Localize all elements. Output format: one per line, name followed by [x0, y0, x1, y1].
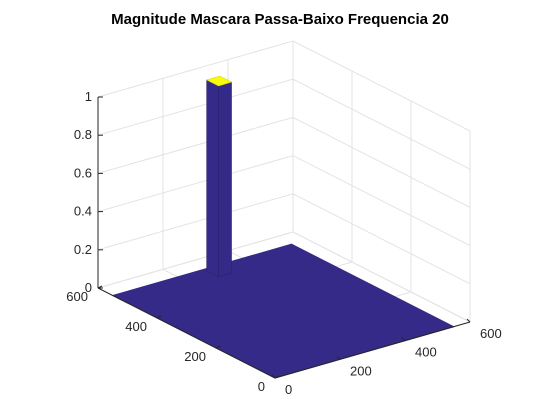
chart-title: Magnitude Mascara Passa-Baixo Frequencia…	[111, 11, 449, 28]
peak-top-face	[205, 75, 233, 87]
z-gridline-4	[97, 78, 471, 170]
y-axis-line	[97, 287, 276, 379]
peak-front-face	[218, 81, 232, 278]
x-axis-line	[274, 321, 471, 379]
y-tick-0	[274, 375, 280, 379]
y-tick-label-0: 0	[258, 379, 265, 394]
x-tick-1	[336, 355, 341, 360]
z-tick-label-5: 1	[85, 89, 92, 104]
z-tick-label-0: 0	[85, 280, 92, 295]
peak-side-face	[206, 79, 219, 278]
y-tick-3	[97, 285, 103, 289]
y-tick-2	[156, 315, 162, 319]
z-gridline-1	[97, 193, 471, 285]
surface-base	[111, 243, 456, 379]
x-tick-label-3: 600	[480, 326, 502, 341]
z-tick-label-2: 0.4	[74, 204, 92, 219]
y-tick-label-3: 600	[66, 289, 88, 304]
y-tick-label-2: 400	[125, 319, 147, 334]
x-tick-label-0: 0	[285, 382, 292, 397]
y-tick-label-1: 200	[184, 349, 206, 364]
z-tick-label-4: 0.8	[74, 127, 92, 142]
z-tick-label-1: 0.2	[74, 242, 92, 257]
x-tick-2	[401, 337, 406, 342]
z-gridline-3	[97, 116, 471, 208]
z-gridline-0	[97, 231, 471, 323]
z-gridline-2	[97, 155, 471, 247]
y-tick-1	[215, 345, 221, 349]
surface-layer	[111, 75, 456, 379]
x-tick-3	[466, 318, 471, 323]
z-gridline-5	[97, 40, 471, 132]
x-tick-0	[271, 374, 276, 379]
x-tick-label-1: 200	[350, 363, 372, 378]
x-tick-label-2: 400	[415, 345, 437, 360]
axis-layer	[97, 96, 471, 379]
z-tick-label-3: 0.6	[74, 165, 92, 180]
